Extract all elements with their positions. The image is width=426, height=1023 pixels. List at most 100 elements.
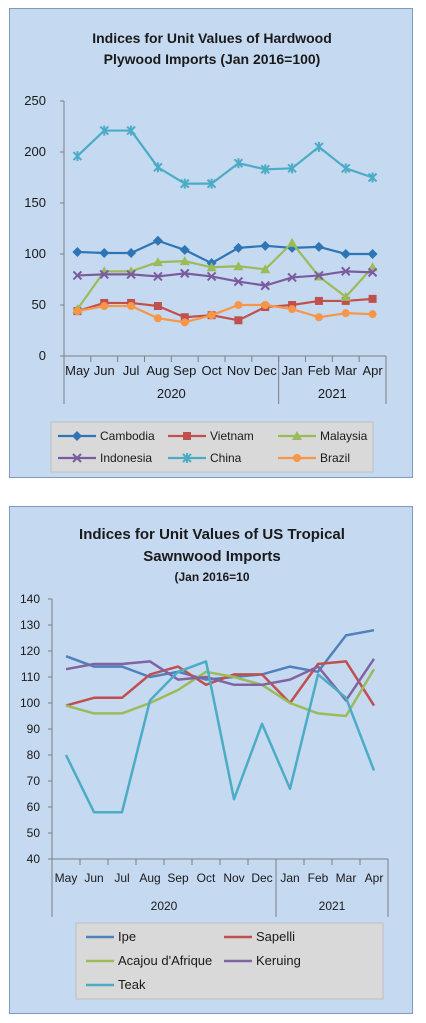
plywood-legend-box (50, 421, 374, 473)
c1-series-brazil-point (207, 311, 216, 320)
c1-series-china-point (180, 178, 190, 189)
c2-series-teak (64, 660, 376, 814)
c1-legend-brazil: Brazil (278, 451, 350, 465)
c2-y-tick-label: 90 (27, 722, 41, 736)
c1-series-vietnam-point (153, 302, 162, 311)
c2-x-tick-label: Oct (197, 871, 216, 885)
c1-y-tick-label: 0 (39, 348, 46, 363)
c2-series-acajou-d-afrique (65, 668, 376, 718)
c1-year-label-2021: 2021 (318, 386, 347, 401)
c2-x-tick-label: Apr (365, 871, 384, 885)
c1-legend-vietnam-label: Vietnam (210, 429, 254, 443)
c1-x-tick-label: Mar (335, 363, 358, 378)
c2-series-ipe (65, 628, 375, 681)
sawnwood-chart-subtitle: (Jan 2016=10 (174, 570, 249, 584)
c1-series-china (72, 125, 378, 189)
c2-x-tick-label: Mar (336, 871, 357, 885)
c1-legend-malaysia: Malaysia (278, 429, 368, 443)
c1-series-cambodia-point (72, 246, 83, 257)
c1-series-cambodia-point (233, 242, 244, 253)
c1-series-cambodia-point (340, 249, 351, 259)
c1-series-brazil-point (261, 301, 270, 309)
sawnwood-chart: Indices for Unit Values of US Tropical S… (20, 526, 389, 1000)
c1-series-cambodia-point (126, 247, 137, 258)
c1-y-tick-label: 100 (24, 246, 46, 261)
c2-series-teak-line (64, 660, 376, 814)
c1-x-tick-label: Jul (123, 363, 140, 378)
c1-series-indonesia-point (260, 280, 270, 291)
c1-series-indonesia-point (206, 271, 217, 282)
c1-series-china-point (233, 158, 244, 169)
c1-legend-cambodia-label: Cambodia (100, 429, 155, 443)
c2-legend-sapelli-label: Sapelli (256, 929, 295, 944)
c1-series-indonesia-point (314, 270, 324, 281)
c1-x-tick-label: Oct (201, 363, 222, 378)
c2-legend-teak: Teak (86, 977, 146, 992)
c2-series-keruing-line (65, 658, 376, 702)
c1-y-tick-label: 250 (24, 93, 46, 108)
c1-series-brazil-point (73, 307, 82, 316)
c2-legend-acajou-d-afrique: Acajou d'Afrique (86, 953, 212, 968)
c1-series-vietnam-point (234, 316, 243, 325)
c1-series-cambodia-point (152, 235, 163, 246)
c1-series-vietnam-point (314, 296, 323, 305)
c1-series-indonesia-point (153, 271, 163, 282)
sawnwood-legend: Ipe Sapelli Acajou d'Afrique Keruing Teak (86, 929, 301, 992)
c2-y-tick-label: 120 (20, 644, 40, 658)
c1-series-malaysia-point (206, 262, 217, 272)
c2-year-label-2020: 2020 (151, 899, 178, 913)
c1-x-tick-label: Aug (146, 363, 169, 378)
plywood-chart: Indices for Unit Values of Hardwood Plyw… (24, 30, 387, 473)
c1-legend-malaysia-label: Malaysia (320, 429, 368, 443)
c1-x-tick-label: Sep (173, 363, 196, 378)
c2-series-keruing (65, 658, 376, 702)
c1-series-malaysia-point (340, 291, 351, 301)
c1-series-cambodia-point (367, 249, 378, 259)
c2-y-tick-label: 110 (21, 670, 40, 684)
c1-series-indonesia-point (99, 269, 109, 280)
c2-series-sapelli (65, 660, 376, 707)
c1-x-tick-label: Feb (308, 363, 330, 378)
c1-series-china-point (367, 172, 378, 183)
c2-x-tick-label: Feb (308, 871, 329, 885)
c2-x-tick-label: Dec (251, 871, 272, 885)
c1-legend-china: China (168, 451, 242, 465)
c1-series-brazil-point (368, 310, 377, 319)
c1-series-china-point (341, 163, 351, 174)
c1-legend-indonesia-label: Indonesia (100, 451, 152, 465)
c1-series-malaysia-point (287, 237, 298, 247)
c2-series-acajou-d-afrique-line (65, 668, 376, 718)
sawnwood-plot-area: 40 50 60 70 80 90 100 110 120 130 140 May Jun Jul Aug S… (20, 592, 389, 917)
c2-year-label-2021: 2021 (319, 899, 346, 913)
c2-x-tick-label: Jul (114, 871, 129, 885)
c1-series-indonesia-line (77, 270, 373, 287)
c1-x-tick-label: Jan (282, 363, 303, 378)
c1-legend-vietnam: Vietnam (168, 429, 254, 443)
c1-series-brazil-point (153, 314, 162, 323)
c1-series-vietnam-point (341, 296, 350, 305)
sawnwood-chart-title-line-2: Sawnwood Imports (143, 548, 281, 565)
c2-series-sapelli-line (65, 660, 376, 707)
sawnwood-chart-title-line-1: Indices for Unit Values of US Tropical (79, 526, 345, 543)
c2-y-tick-label: 140 (20, 592, 40, 606)
c1-legend-china-label: China (210, 451, 242, 465)
c1-series-china-point (72, 151, 83, 162)
c1-x-tick-label: May (65, 363, 90, 378)
c1-series-cambodia-point (179, 244, 190, 255)
c1-series-cambodia (72, 235, 378, 269)
c1-series-cambodia-point (313, 241, 324, 252)
c1-series-china-point (126, 125, 136, 136)
c1-series-brazil-point (127, 302, 136, 311)
plywood-legend: Cambodia Vietnam Malaysia Indonesia China Bra… (58, 429, 368, 465)
c2-x-tick-label: Aug (139, 871, 160, 885)
c1-series-cambodia-line (77, 239, 373, 265)
plywood-chart-title-line-2: Plywood Imports (Jan 2016=100) (104, 51, 321, 67)
sawnwood-chart-panel: Indices for Unit Values of US Tropical S… (9, 506, 413, 1014)
c1-series-indonesia-point (287, 272, 297, 283)
c1-series-indonesia (72, 266, 378, 291)
c2-x-tick-label: Sep (167, 871, 189, 885)
c1-legend-malaysia-marker (292, 431, 302, 440)
c1-series-china-point (287, 163, 297, 174)
c1-x-tick-label: Apr (362, 363, 383, 378)
c1-series-china-point (153, 162, 163, 173)
